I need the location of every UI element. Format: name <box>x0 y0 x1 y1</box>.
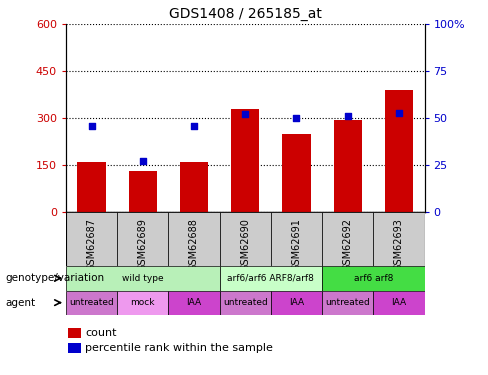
Text: GSM62693: GSM62693 <box>394 218 404 271</box>
Bar <box>322 266 425 291</box>
Bar <box>78 162 105 212</box>
Bar <box>334 120 362 212</box>
Text: untreated: untreated <box>69 298 114 307</box>
Point <box>139 158 147 164</box>
Point <box>88 123 96 129</box>
Bar <box>373 212 425 266</box>
Text: untreated: untreated <box>325 298 370 307</box>
Text: genotype/variation: genotype/variation <box>5 273 104 283</box>
Text: mock: mock <box>130 298 155 307</box>
Text: percentile rank within the sample: percentile rank within the sample <box>85 343 273 352</box>
Text: arf6 arf8: arf6 arf8 <box>354 274 393 283</box>
Text: agent: agent <box>5 298 35 307</box>
Bar <box>231 109 259 212</box>
Bar <box>117 291 168 315</box>
Bar <box>220 212 271 266</box>
Title: GDS1408 / 265185_at: GDS1408 / 265185_at <box>169 7 322 21</box>
Text: GSM62688: GSM62688 <box>189 218 199 271</box>
Bar <box>66 291 117 315</box>
Text: GSM62691: GSM62691 <box>291 218 302 271</box>
Point <box>293 115 301 121</box>
Bar <box>283 134 310 212</box>
Bar <box>129 171 157 212</box>
Point <box>190 123 198 129</box>
Text: arf6/arf6 ARF8/arf8: arf6/arf6 ARF8/arf8 <box>227 274 314 283</box>
Bar <box>220 266 322 291</box>
Text: wild type: wild type <box>122 274 163 283</box>
Bar <box>220 291 271 315</box>
Text: GSM62692: GSM62692 <box>343 218 353 272</box>
Text: GSM62690: GSM62690 <box>240 218 250 271</box>
Bar <box>66 266 220 291</box>
Text: IAA: IAA <box>289 298 304 307</box>
Bar <box>373 291 425 315</box>
Text: untreated: untreated <box>223 298 267 307</box>
Text: GSM62687: GSM62687 <box>86 218 97 272</box>
Bar <box>117 212 168 266</box>
Bar <box>168 291 220 315</box>
Bar <box>385 90 413 212</box>
Text: IAA: IAA <box>391 298 407 307</box>
Text: GSM62689: GSM62689 <box>138 218 148 271</box>
Point <box>344 113 352 119</box>
Bar <box>168 212 220 266</box>
Text: count: count <box>85 328 117 338</box>
Point <box>395 110 403 116</box>
Bar <box>271 291 322 315</box>
Bar <box>322 212 373 266</box>
Point <box>242 111 249 117</box>
Bar <box>322 291 373 315</box>
Bar <box>271 212 322 266</box>
Text: IAA: IAA <box>186 298 202 307</box>
Bar <box>66 212 117 266</box>
Bar <box>180 162 208 212</box>
